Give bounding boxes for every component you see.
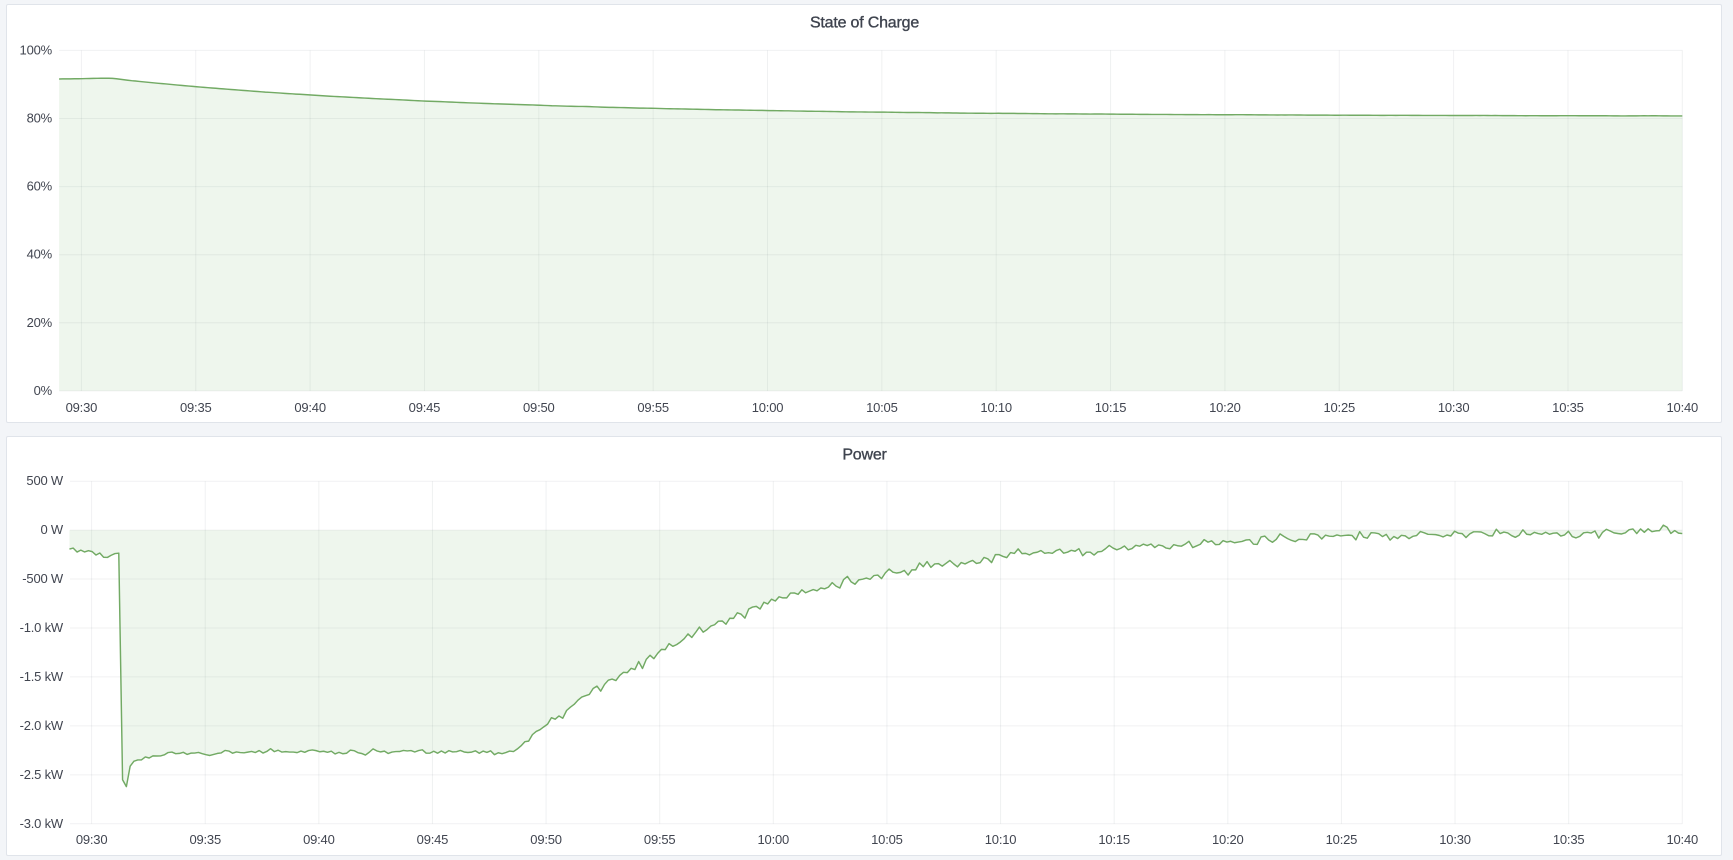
svg-text:10:35: 10:35: [1553, 832, 1585, 847]
svg-text:10:10: 10:10: [985, 832, 1017, 847]
svg-text:10:15: 10:15: [1098, 832, 1130, 847]
svg-text:10:00: 10:00: [758, 832, 790, 847]
svg-text:10:05: 10:05: [866, 400, 898, 415]
svg-text:10:30: 10:30: [1439, 832, 1471, 847]
svg-text:-2.5 kW: -2.5 kW: [20, 767, 64, 782]
svg-text:09:40: 09:40: [294, 400, 326, 415]
svg-text:10:40: 10:40: [1667, 400, 1699, 415]
svg-text:20%: 20%: [27, 315, 53, 330]
svg-text:09:55: 09:55: [644, 832, 676, 847]
svg-text:10:30: 10:30: [1438, 400, 1470, 415]
svg-text:0 W: 0 W: [40, 522, 63, 537]
svg-text:09:50: 09:50: [530, 832, 562, 847]
svg-text:-1.0 kW: -1.0 kW: [20, 620, 64, 635]
svg-text:10:05: 10:05: [871, 832, 903, 847]
svg-text:40%: 40%: [27, 247, 53, 262]
svg-text:09:40: 09:40: [303, 832, 335, 847]
svg-text:09:35: 09:35: [180, 400, 212, 415]
svg-text:09:45: 09:45: [417, 832, 449, 847]
svg-text:-3.0 kW: -3.0 kW: [20, 816, 64, 831]
svg-text:-500 W: -500 W: [22, 571, 64, 586]
svg-text:60%: 60%: [27, 179, 53, 194]
svg-text:09:55: 09:55: [637, 400, 669, 415]
svg-text:10:40: 10:40: [1667, 832, 1699, 847]
svg-text:09:30: 09:30: [76, 832, 108, 847]
svg-text:500 W: 500 W: [26, 473, 64, 488]
svg-text:09:30: 09:30: [66, 400, 98, 415]
svg-text:10:20: 10:20: [1212, 832, 1244, 847]
svg-text:10:35: 10:35: [1552, 400, 1584, 415]
svg-text:Power: Power: [842, 447, 887, 464]
svg-text:-1.5 kW: -1.5 kW: [20, 669, 64, 684]
svg-text:09:45: 09:45: [409, 400, 441, 415]
svg-text:09:35: 09:35: [189, 832, 221, 847]
svg-text:10:15: 10:15: [1095, 400, 1127, 415]
svg-text:100%: 100%: [20, 42, 53, 57]
svg-text:10:00: 10:00: [752, 400, 784, 415]
svg-text:-2.0 kW: -2.0 kW: [20, 718, 64, 733]
svg-text:80%: 80%: [27, 111, 53, 126]
svg-text:10:25: 10:25: [1323, 400, 1355, 415]
svg-text:10:20: 10:20: [1209, 400, 1241, 415]
svg-text:10:10: 10:10: [980, 400, 1012, 415]
svg-text:09:50: 09:50: [523, 400, 555, 415]
svg-text:State of Charge: State of Charge: [810, 14, 919, 31]
svg-text:10:25: 10:25: [1326, 832, 1358, 847]
svg-text:0%: 0%: [34, 383, 53, 398]
